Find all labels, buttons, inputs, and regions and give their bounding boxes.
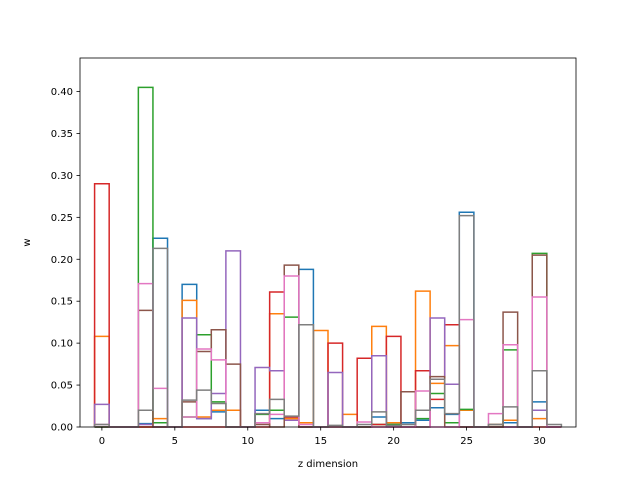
histogram-steps [93,86,563,428]
x-axis-label: z dimension [298,459,358,470]
y-tick-label: 0.40 [51,87,73,98]
y-tick-label: 0.00 [51,423,73,434]
y-tick-label: 0.05 [51,381,73,392]
plot-frame [79,57,577,428]
y-tick-label: 0.25 [51,213,73,224]
y-tick-label: 0.30 [51,171,73,182]
y-tick-label: 0.35 [51,129,73,140]
y-tick-label: 0.15 [51,297,73,308]
x-tick-label: 20 [387,436,400,447]
y-axis-ticks: 0.00 0.05 0.10 0.15 0.20 0.25 0.30 0.35 0.40 [51,87,80,434]
y-tick-label: 0.10 [51,339,73,350]
x-tick-label: 10 [241,436,254,447]
x-tick-label: 30 [533,436,546,447]
y-axis-label: w [22,238,33,246]
x-tick-label: 15 [314,436,327,447]
x-tick-label: 5 [172,436,178,447]
x-tick-label: 25 [460,436,473,447]
x-axis-ticks: 0 5 10 15 20 25 30 [99,427,546,447]
x-tick-label: 0 [99,436,105,447]
y-tick-label: 0.20 [51,255,73,266]
